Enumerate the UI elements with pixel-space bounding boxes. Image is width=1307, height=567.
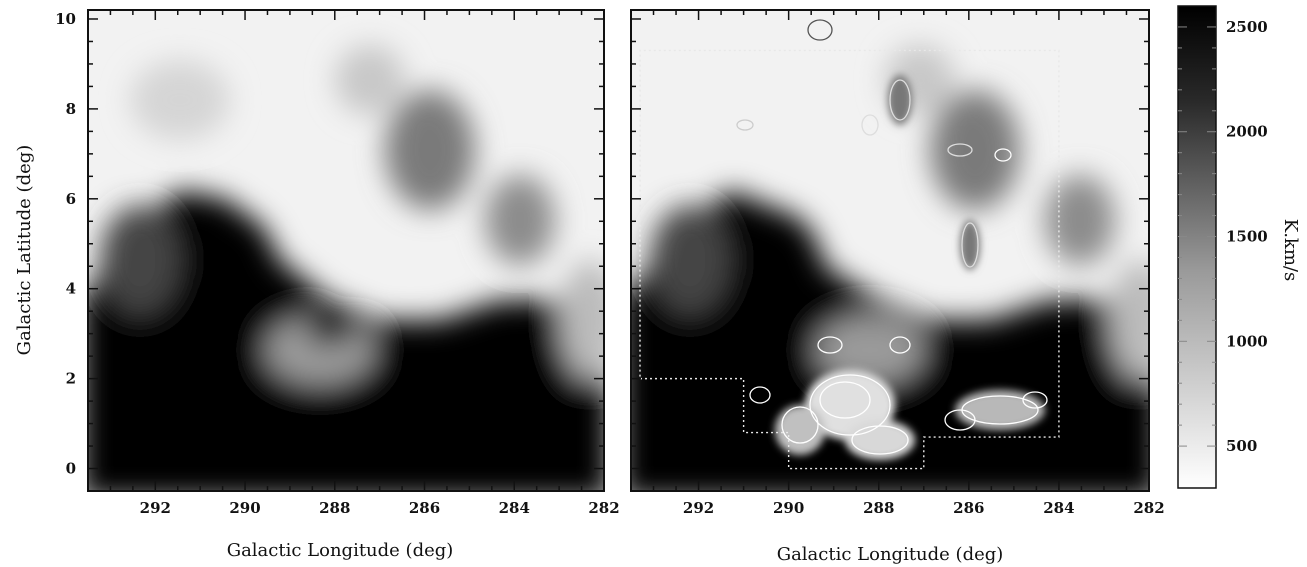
right-panel: 292 290 288 286 284 282 [630,9,1165,517]
y-tick-label: 6 [66,190,76,208]
left-frame [87,9,605,492]
x-tick-label: 290 [229,499,260,517]
colorbar-ticks: 2500 2000 1500 1000 500 [1178,18,1268,455]
left-x-axis: 292 290 288 286 284 282 [87,10,620,517]
x-tick-label: 286 [953,499,984,517]
left-y-axis-title: Galactic Latitude (deg) [14,145,35,356]
y-tick-label: 4 [66,280,76,298]
y-tick-label: 2 [66,370,76,388]
x-tick-label: 284 [1043,499,1074,517]
y-tick-label: 8 [66,100,76,118]
y-tick-label: 0 [66,460,76,478]
y-tick-label: 10 [55,10,76,28]
right-x-axis-title: Galactic Longitude (deg) [777,544,1004,565]
colorbar-tick-label: 500 [1226,437,1257,455]
x-tick-label: 284 [499,499,530,517]
colorbar-tick-label: 2000 [1226,123,1268,141]
colorbar-tick-label: 2500 [1226,18,1268,36]
colorbar-label: K.km/s [1280,219,1301,281]
x-tick-label: 286 [409,499,440,517]
x-tick-label: 282 [1133,499,1164,517]
x-tick-label: 282 [588,499,619,517]
x-tick-label: 288 [319,499,350,517]
x-tick-label: 292 [140,499,171,517]
x-tick-label: 290 [773,499,804,517]
right-heatmap-image [631,10,1149,491]
colorbar-tick-label: 1500 [1226,228,1268,246]
contour-lines [736,19,1048,455]
right-y-axis [631,18,1149,470]
right-frame [630,9,1150,492]
colorbar-tick-label: 1000 [1226,332,1268,350]
left-heatmap-image [88,10,604,491]
left-panel: 292 290 288 286 284 282 0 2 4 6 8 10 [55,9,620,517]
left-y-axis: 0 2 4 6 8 10 [55,10,604,478]
colorbar: 2500 2000 1500 1000 500 K.km/s [1177,5,1301,489]
x-tick-label: 288 [863,499,894,517]
left-x-axis-title: Galactic Longitude (deg) [227,540,454,561]
colorbar-gradient [1177,5,1217,489]
survey-outline [639,49,1060,470]
right-x-axis: 292 290 288 286 284 282 [630,10,1165,517]
x-tick-label: 292 [683,499,714,517]
